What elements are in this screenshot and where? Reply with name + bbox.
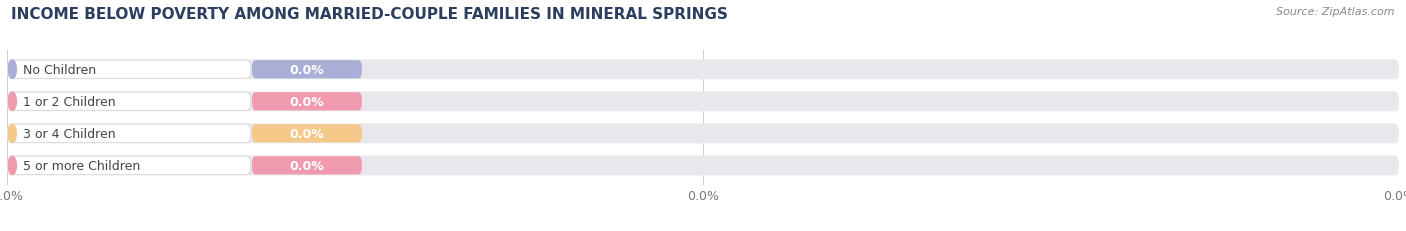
Text: INCOME BELOW POVERTY AMONG MARRIED-COUPLE FAMILIES IN MINERAL SPRINGS: INCOME BELOW POVERTY AMONG MARRIED-COUPL… (11, 7, 728, 22)
FancyBboxPatch shape (8, 93, 250, 111)
Text: 0.0%: 0.0% (290, 159, 325, 172)
FancyBboxPatch shape (7, 124, 1399, 144)
Circle shape (8, 125, 17, 143)
FancyBboxPatch shape (7, 60, 1399, 80)
FancyBboxPatch shape (7, 156, 1399, 176)
FancyBboxPatch shape (252, 157, 361, 175)
Text: 1 or 2 Children: 1 or 2 Children (24, 95, 115, 108)
Text: 0.0%: 0.0% (290, 127, 325, 140)
Text: No Children: No Children (24, 64, 97, 76)
Circle shape (8, 93, 17, 111)
Text: 0.0%: 0.0% (290, 95, 325, 108)
FancyBboxPatch shape (252, 125, 361, 143)
FancyBboxPatch shape (8, 125, 250, 143)
Text: 3 or 4 Children: 3 or 4 Children (24, 127, 115, 140)
Text: 0.0%: 0.0% (290, 64, 325, 76)
FancyBboxPatch shape (252, 61, 361, 79)
Circle shape (8, 61, 17, 79)
FancyBboxPatch shape (252, 93, 361, 111)
Text: 5 or more Children: 5 or more Children (24, 159, 141, 172)
Text: Source: ZipAtlas.com: Source: ZipAtlas.com (1277, 7, 1395, 17)
FancyBboxPatch shape (7, 92, 1399, 112)
Circle shape (8, 157, 17, 175)
FancyBboxPatch shape (8, 61, 250, 79)
FancyBboxPatch shape (8, 157, 250, 175)
